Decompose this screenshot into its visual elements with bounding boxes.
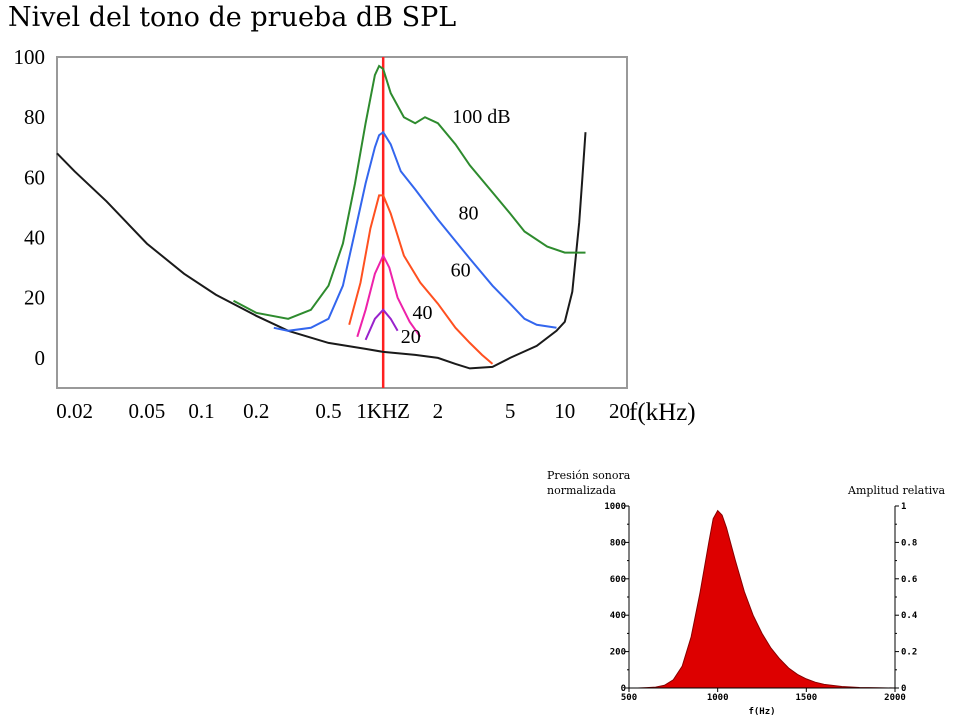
curve-hearing-threshold (56, 132, 587, 370)
x-tick-label: 0.1 (188, 399, 214, 423)
y-tick-label: 0 (35, 346, 46, 370)
right-axis-label: Amplitud relativa (847, 484, 945, 497)
left-tick-label: 800 (610, 538, 626, 548)
x-tick-label: 1000 (707, 693, 729, 703)
x-tick-label: 1KHZ (356, 399, 410, 423)
curve-label: 100 dB (452, 106, 510, 128)
spectrum-chart: 0 200 400 600 800 1000 0 0.2 0.4 0.6 0.8 1 500 1000… (547, 469, 945, 717)
left-tick-label: 1000 (604, 502, 626, 512)
curve-80 (273, 130, 557, 332)
right-tick-label: 0.6 (901, 575, 917, 585)
right-tick-label: 0 (901, 684, 906, 694)
curve-label: 60 (451, 260, 471, 282)
x-tick-label: 10 (554, 399, 575, 423)
y-tick-label: 20 (24, 286, 45, 310)
x-tick-label: 500 (621, 693, 637, 703)
y-tick-label: 40 (24, 226, 45, 250)
x-tick-label: 0.2 (243, 399, 269, 423)
x-tick-label: 2000 (884, 693, 906, 703)
left-tick-label: 400 (610, 611, 626, 621)
curve-label: 80 (459, 202, 479, 224)
left-tick-label: 600 (610, 575, 626, 585)
chart-title: Nivel del tono de prueba dB SPL (8, 2, 457, 33)
y-tick-label: 60 (24, 165, 45, 189)
right-tick-label: 0.2 (901, 648, 917, 658)
x-axis-label: f(kHz) (629, 399, 696, 426)
left-axis-label-line-2: normalizada (547, 484, 616, 497)
right-tick-label: 0.4 (901, 611, 918, 621)
left-tick-label: 0 (621, 684, 626, 694)
x-tick-label: 0.02 (56, 399, 93, 423)
x-tick-label: 0.05 (129, 399, 166, 423)
x-axis-label: f(Hz) (748, 707, 775, 717)
x-tick-label: 5 (505, 399, 516, 423)
x-tick-label: 1500 (795, 693, 817, 703)
curve-20 (364, 308, 399, 341)
plot-frame (56, 56, 628, 389)
right-tick-label: 1 (901, 502, 906, 512)
curve-label: 40 (412, 302, 432, 324)
spectrum-outline (637, 509, 896, 689)
curve-40 (356, 253, 422, 338)
y-tick-label: 80 (24, 105, 45, 129)
curve-100-db (233, 64, 586, 320)
curve-60 (348, 194, 494, 365)
y-tick-label: 100 (14, 45, 46, 69)
spectrum-area (637, 510, 895, 688)
left-tick-label: 200 (610, 648, 626, 658)
right-tick-label: 0.8 (901, 538, 917, 548)
curve-label: 20 (401, 326, 421, 348)
x-tick-label: 2 (433, 399, 444, 423)
x-tick-label: 0.5 (315, 399, 341, 423)
x-tick-label: 20 (609, 399, 630, 423)
left-axis-label-line-1: Presión sonora (547, 469, 631, 482)
